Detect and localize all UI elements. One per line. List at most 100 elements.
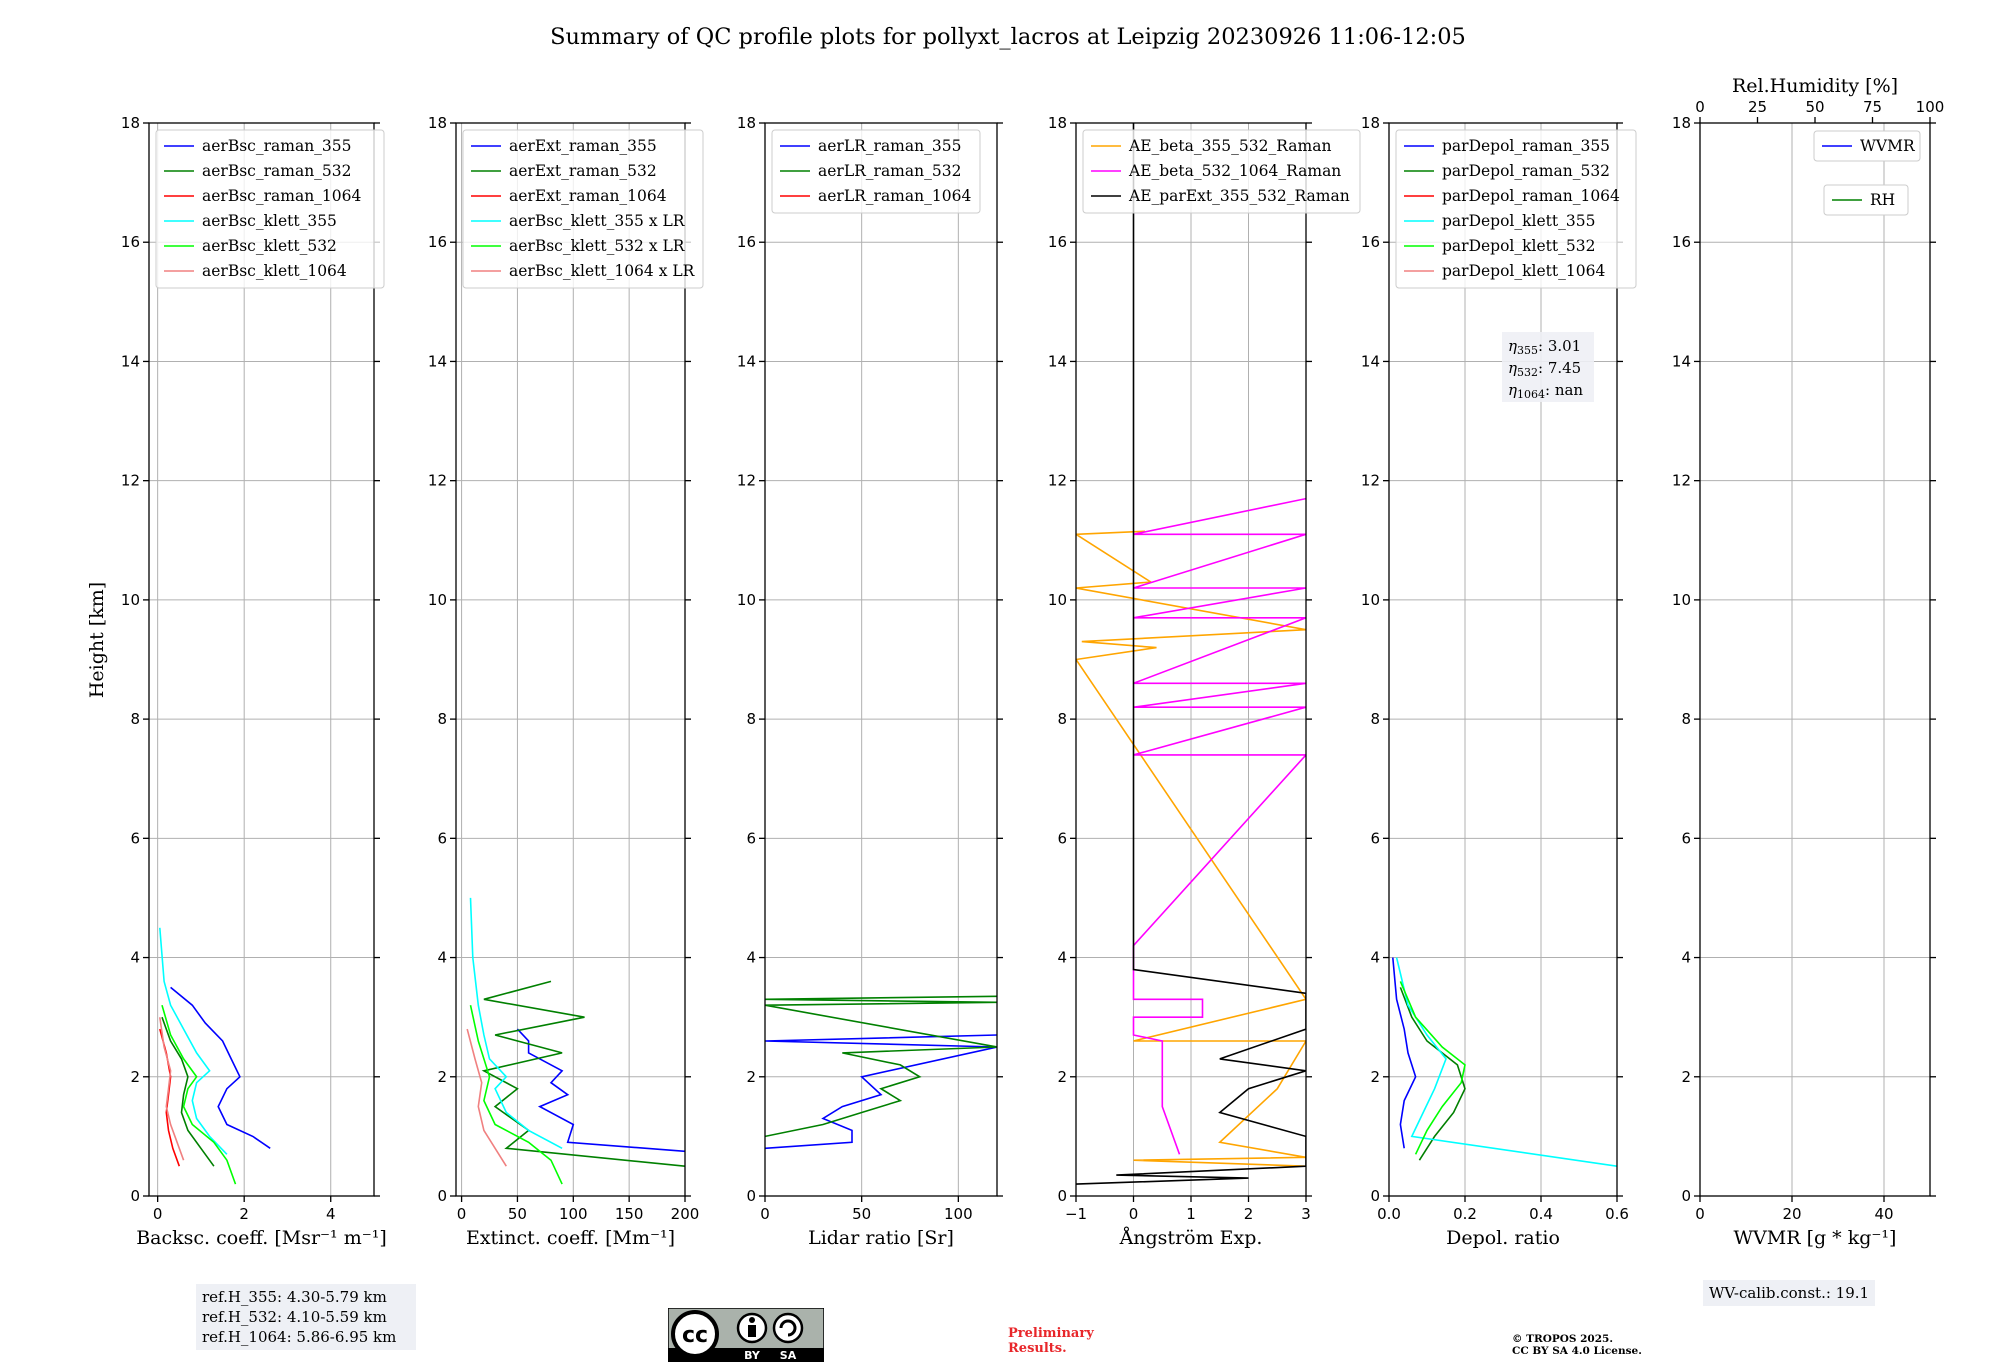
y-tick-label: 0 (746, 1187, 756, 1205)
y-tick-label: 8 (1057, 710, 1067, 728)
series-parDepol_klett_355 (1395, 957, 1617, 1167)
legend-label: aerBsc_raman_1064 (202, 187, 362, 205)
y-tick-label: 16 (1048, 233, 1067, 251)
series-aerBsc_klett_1064 (159, 1017, 185, 1161)
y-tick-label: 8 (746, 710, 756, 728)
legend-label: parDepol_raman_355 (1442, 137, 1610, 155)
x-tick-label: −1 (1065, 1205, 1087, 1223)
legend-label: RH (1870, 191, 1895, 209)
ref-height-532: ref.H_532: 4.10-5.59 km (202, 1308, 387, 1326)
y-tick-label: 2 (1370, 1068, 1380, 1086)
y-tick-label: 6 (746, 829, 756, 847)
y-tick-label: 10 (121, 591, 140, 609)
eta-box (1502, 332, 1594, 402)
y-tick-label: 0 (1681, 1187, 1691, 1205)
wv-calib-box: WV-calib.const.: 19.1 (1703, 1280, 1876, 1306)
y-tick-label: 0 (130, 1187, 140, 1205)
x-axis-label-bsc: Backsc. coeff. [Msr⁻¹ m⁻¹] (136, 1227, 387, 1249)
legend-box (1813, 130, 1921, 162)
legend-box (1082, 129, 1361, 214)
legend-label: aerBsc_klett_532 x LR (509, 237, 686, 255)
y-tick-label: 6 (437, 829, 447, 847)
ref-height-box: ref.H_355: 4.30-5.79 km ref.H_532: 4.10-… (196, 1284, 416, 1350)
y-tick-label: 6 (1057, 829, 1067, 847)
y-tick-label: 4 (746, 949, 756, 967)
axes-frame (1699, 122, 1931, 1197)
y-tick-label: 18 (737, 114, 756, 132)
y-tick-label: 14 (121, 352, 140, 370)
series-aerExt_raman_532 (481, 980, 685, 1167)
y-tick-label: 14 (428, 352, 447, 370)
y-axis-label: Height [km] (86, 582, 108, 698)
series-AE_beta_532_1064_Raman (1132, 497, 1306, 1155)
y-tick-label: 8 (1681, 710, 1691, 728)
y-tick-label: 6 (130, 829, 140, 847)
x-tick-label: 2 (1244, 1205, 1254, 1223)
eta-1064: η1064: nan (1508, 381, 1583, 401)
top-x-tick-label: 50 (1805, 98, 1824, 116)
x-tick-label: 0.0 (1377, 1205, 1401, 1223)
y-tick-label: 6 (1681, 829, 1691, 847)
top-axis-label: Rel.Humidity [%] (1732, 75, 1898, 97)
x-tick-label: 0 (760, 1205, 770, 1223)
cc-by-sa-logo: cc BY SA (667, 1307, 825, 1363)
y-tick-label: 4 (437, 949, 447, 967)
preliminary-line-1: Preliminary (1008, 1326, 1094, 1341)
legend-label: aerExt_raman_532 (509, 162, 657, 180)
series-aerBsc_raman_532 (161, 1016, 215, 1167)
y-tick-label: 2 (1681, 1068, 1691, 1086)
y-tick-label: 4 (1370, 949, 1380, 967)
axes-frame (1388, 122, 1618, 1197)
x-axis-label-ae: Ångström Exp. (1119, 1227, 1263, 1249)
x-tick-label: 1 (1186, 1205, 1196, 1223)
y-tick-label: 18 (428, 114, 447, 132)
y-tick-label: 8 (130, 710, 140, 728)
series-parDepol_raman_355 (1392, 957, 1417, 1149)
legend-box (1395, 129, 1637, 289)
y-tick-label: 2 (1057, 1068, 1067, 1086)
series-aerBsc_klett_355 x LR (469, 897, 563, 1150)
legend-label: aerBsc_klett_355 (202, 212, 337, 230)
legend-label: aerBsc_klett_532 (202, 237, 337, 255)
legend-label: WVMR (1860, 137, 1916, 155)
y-tick-label: 0 (1370, 1187, 1380, 1205)
x-tick-label: 3 (1301, 1205, 1311, 1223)
y-tick-label: 10 (1361, 591, 1380, 609)
x-tick-label: 0.6 (1605, 1205, 1629, 1223)
y-tick-label: 12 (737, 472, 756, 490)
panel-dep: 0 2 4 6 8 10 12 14 16 18 0.0 0.2 0.4 0.6 Depol. ratio p… (1361, 114, 1637, 1249)
x-axis-label-ext: Extinct. coeff. [Mm⁻¹] (466, 1227, 675, 1249)
series-aerBsc_klett_1064 x LR (466, 1028, 507, 1167)
legend-box (771, 129, 981, 214)
legend-label: parDepol_raman_532 (1442, 162, 1610, 180)
y-tick-label: 2 (746, 1068, 756, 1086)
y-tick-label: 14 (1672, 352, 1691, 370)
top-x-tick-label: 25 (1748, 98, 1767, 116)
legend-box (155, 129, 385, 289)
copyright-line-2: CC BY SA 4.0 License. (1512, 1345, 1642, 1357)
legend-label: aerLR_raman_355 (818, 137, 961, 155)
y-tick-label: 4 (1681, 949, 1691, 967)
ref-height-1064: ref.H_1064: 5.86-6.95 km (202, 1328, 397, 1346)
x-tick-label: 0 (153, 1205, 163, 1223)
x-axis-label-lr: Lidar ratio [Sr] (808, 1227, 954, 1249)
svg-text:BY: BY (744, 1349, 761, 1362)
preliminary-note: Preliminary Results. (1008, 1326, 1094, 1356)
wv-calib-text: WV-calib.const.: 19.1 (1709, 1284, 1870, 1302)
x-tick-label: 4 (326, 1205, 336, 1223)
x-tick-label: 100 (559, 1205, 588, 1223)
eta-532: η532: 7.45 (1508, 359, 1581, 379)
legend-box (1823, 184, 1909, 216)
ref-height-355: ref.H_355: 4.30-5.79 km (202, 1288, 387, 1306)
x-tick-label: 40 (1874, 1205, 1893, 1223)
y-tick-label: 6 (1370, 829, 1380, 847)
legend-label: aerBsc_raman_532 (202, 162, 352, 180)
y-tick-label: 12 (428, 472, 447, 490)
y-tick-label: 2 (437, 1068, 447, 1086)
y-tick-label: 0 (437, 1187, 447, 1205)
legend-label: AE_beta_355_532_Raman (1128, 137, 1331, 155)
x-tick-label: 0.4 (1529, 1205, 1553, 1223)
y-tick-label: 10 (428, 591, 447, 609)
y-tick-label: 12 (1048, 472, 1067, 490)
y-tick-label: 16 (1672, 233, 1691, 251)
